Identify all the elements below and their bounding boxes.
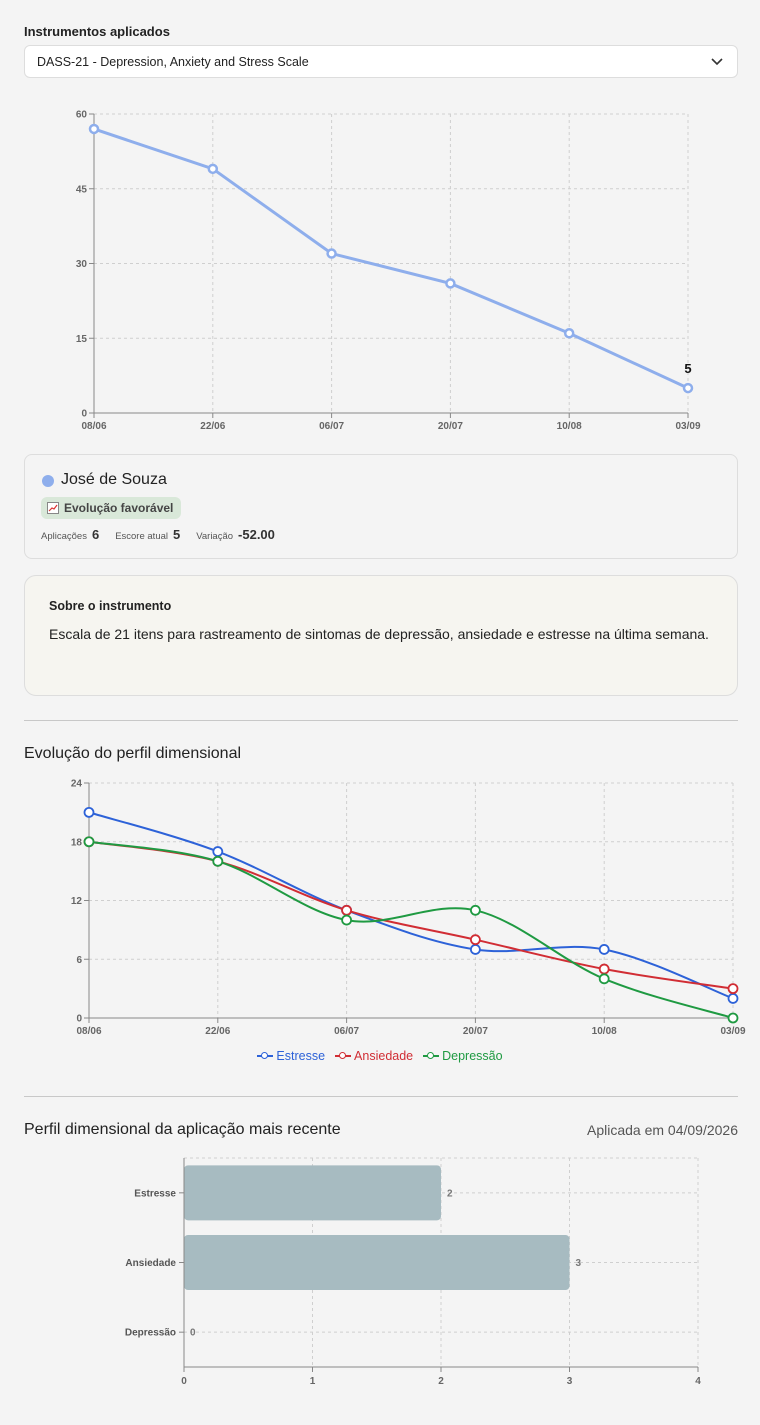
- legend-label: Depressão: [442, 1049, 503, 1063]
- legend-label: Ansiedade: [354, 1049, 414, 1063]
- data-point-score: [207, 163, 219, 175]
- legend-item-estresse[interactable]: Estresse: [257, 1049, 325, 1063]
- patient-name: José de Souza: [61, 471, 167, 488]
- patient-color-dot: [42, 475, 54, 487]
- x-tick-label: 4: [695, 1376, 701, 1387]
- x-tick-label: 20/07: [463, 1026, 488, 1037]
- series-line-estresse: [88, 811, 734, 1000]
- data-point-ansiedade: [341, 904, 353, 916]
- series-line-score: [93, 127, 689, 390]
- chart-trend-icon: [47, 502, 59, 514]
- bar-value-label: 3: [576, 1258, 582, 1269]
- data-point-estresse: [469, 944, 481, 955]
- about-title: Sobre o instrumento: [49, 599, 172, 613]
- bar-value-label: 2: [447, 1188, 453, 1199]
- data-point-score: [445, 278, 456, 289]
- stat-current-score-value: 5: [173, 527, 181, 542]
- x-tick-label: 03/09: [675, 421, 700, 432]
- y-tick-label: 45: [76, 184, 88, 195]
- legend-item-ansiedade[interactable]: Ansiedade: [335, 1049, 413, 1063]
- data-point-depressao: [83, 836, 95, 848]
- series-line-depressao: [88, 840, 734, 1019]
- recent-profile-bar-chart: 0 1 2 3 4 Estresse 2 Ansiedade 3 Depressão 0: [125, 1157, 701, 1387]
- data-point-depressao: [598, 973, 610, 985]
- x-tick-label: 20/07: [438, 421, 463, 432]
- stat-current-score-label: Escore atual: [115, 531, 168, 542]
- bar: [184, 1234, 570, 1291]
- applied-date: Aplicada em 04/09/2026: [587, 1122, 738, 1138]
- y-tick-label: 60: [76, 110, 88, 121]
- about-instrument-card: Sobre o instrumento Escala de 21 itens p…: [24, 575, 738, 696]
- data-point-depressao: [212, 855, 224, 867]
- x-tick-label: 3: [567, 1376, 573, 1387]
- x-tick-label: 03/09: [720, 1026, 745, 1037]
- data-point-score: [682, 382, 694, 394]
- legend-marker-icon: [335, 1052, 352, 1060]
- x-tick-label: 1: [310, 1376, 316, 1387]
- bar: [184, 1165, 441, 1221]
- data-point-ansiedade: [469, 934, 481, 946]
- x-tick-label: 08/06: [76, 1026, 101, 1037]
- data-point-estresse: [598, 944, 610, 955]
- data-point-estresse: [83, 806, 95, 818]
- y-tick-label: 24: [71, 779, 83, 790]
- data-point-ansiedade: [598, 963, 610, 975]
- divider: [24, 720, 738, 721]
- instrument-select[interactable]: DASS-21 - Depression, Anxiety and Stress…: [24, 45, 738, 78]
- y-tick-label: Depressão: [125, 1328, 176, 1339]
- x-tick-label: 06/07: [319, 421, 344, 432]
- x-tick-label: 08/06: [81, 421, 106, 432]
- instruments-label: Instrumentos aplicados: [24, 24, 170, 39]
- patient-stats: Aplicações 6 Escore atual 5 Variação -52…: [41, 527, 291, 542]
- y-tick-label: 15: [76, 334, 88, 345]
- y-tick-label: 0: [76, 1014, 82, 1025]
- x-tick-label: 06/07: [334, 1026, 359, 1037]
- y-tick-label: 0: [81, 409, 87, 420]
- legend-marker-icon: [257, 1052, 274, 1060]
- x-tick-label: 22/06: [200, 421, 225, 432]
- x-tick-label: 0: [181, 1376, 187, 1387]
- legend-label: Estresse: [276, 1049, 326, 1063]
- stat-applications-value: 6: [91, 527, 100, 542]
- data-point-depressao: [727, 1012, 739, 1024]
- score-evolution-chart: 0 15 30 45 60 08/06 22/06 06/07 20/07 10/08 03/09 5: [76, 110, 701, 433]
- chart-legend: Estresse Ansiedade Depressão: [0, 1049, 760, 1063]
- recent-profile-title: Perfil dimensional da aplicação mais rec…: [24, 1121, 341, 1138]
- x-tick-label: 22/06: [205, 1026, 230, 1037]
- evolution-badge-label: Evolução favorável: [64, 501, 174, 515]
- data-label: 5: [684, 361, 691, 376]
- stat-variation-value: -52.00: [238, 527, 275, 542]
- divider: [24, 1096, 738, 1097]
- legend-marker-icon: [423, 1052, 440, 1060]
- evolution-badge: Evolução favorável: [41, 497, 182, 519]
- x-tick-label: 2: [438, 1376, 444, 1387]
- data-point-ansiedade: [727, 983, 739, 995]
- data-point-score: [563, 328, 575, 339]
- data-point-estresse: [727, 993, 739, 1004]
- chevron-down-icon: [711, 57, 723, 65]
- data-point-score: [326, 248, 337, 259]
- x-tick-label: 10/08: [592, 1026, 617, 1037]
- data-point-score: [88, 123, 100, 135]
- y-tick-label: 30: [76, 259, 88, 270]
- legend-item-depressao[interactable]: Depressão: [423, 1049, 503, 1063]
- data-point-depressao: [341, 914, 353, 926]
- dimensional-evolution-title: Evolução do perfil dimensional: [24, 745, 242, 762]
- patient-card: José de Souza Evolução favorável Aplicaç…: [24, 454, 738, 559]
- about-text: Escala de 21 itens para rastreamento de …: [49, 626, 709, 642]
- stat-applications-label: Aplicações: [41, 531, 87, 542]
- y-tick-label: Ansiedade: [125, 1258, 176, 1269]
- dimensional-evolution-chart: 0 6 12 18 24 08/06 22/06 06/07 20/07 10/08 03/09: [71, 779, 746, 1038]
- instrument-select-value: DASS-21 - Depression, Anxiety and Stress…: [37, 54, 309, 69]
- y-tick-label: Estresse: [134, 1188, 176, 1199]
- data-point-depressao: [469, 904, 481, 916]
- y-tick-label: 6: [76, 955, 82, 966]
- data-point-estresse: [212, 846, 224, 857]
- y-tick-label: 12: [71, 896, 83, 907]
- x-tick-label: 10/08: [557, 421, 582, 432]
- bar-value-label: 0: [190, 1328, 196, 1339]
- stat-variation-label: Variação: [196, 531, 234, 542]
- y-tick-label: 18: [71, 837, 83, 848]
